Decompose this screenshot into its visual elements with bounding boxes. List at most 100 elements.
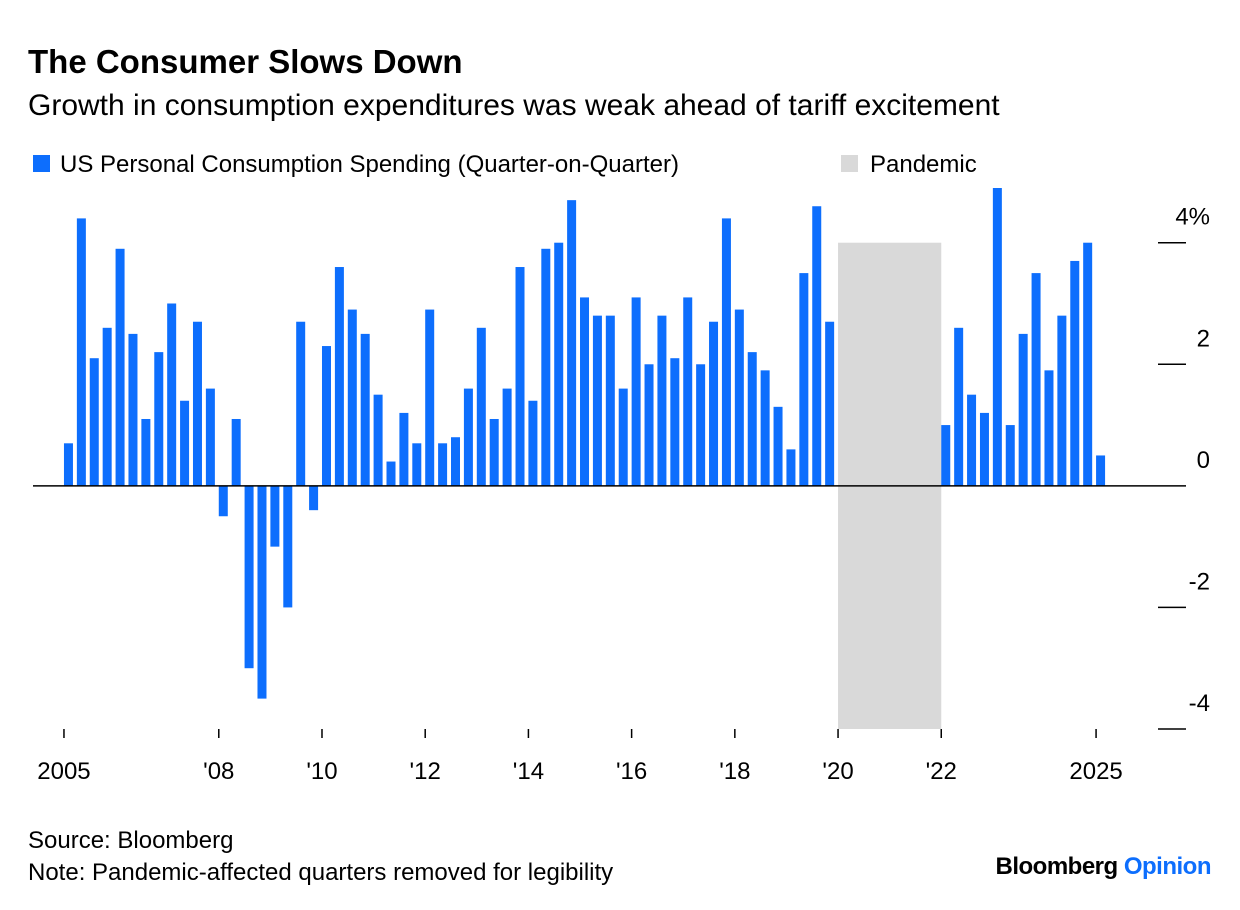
bar xyxy=(115,248,125,486)
bar xyxy=(657,315,667,486)
bar xyxy=(812,206,822,486)
bar xyxy=(696,364,706,486)
bar xyxy=(502,388,512,486)
bar xyxy=(528,400,538,486)
bar xyxy=(541,248,551,486)
bar xyxy=(167,303,177,486)
y-tick-label: -2 xyxy=(1189,568,1210,595)
bar xyxy=(463,388,473,486)
bar xyxy=(257,485,267,699)
bar xyxy=(489,418,499,486)
bar xyxy=(321,346,331,486)
bar xyxy=(825,321,835,486)
x-tick-label: '14 xyxy=(513,758,544,785)
x-tick-label: '20 xyxy=(822,758,853,785)
bar xyxy=(218,485,228,517)
bar xyxy=(1044,370,1054,486)
chart-title: The Consumer Slows Down xyxy=(28,43,463,80)
x-tick-label: '12 xyxy=(410,758,441,785)
y-tick-label: -4 xyxy=(1189,690,1210,717)
bar xyxy=(1031,273,1041,486)
x-tick-label: '16 xyxy=(616,758,647,785)
bar xyxy=(154,352,164,486)
bar xyxy=(180,400,190,486)
legend-label: Pandemic xyxy=(870,151,977,178)
bar xyxy=(992,188,1002,486)
bar xyxy=(799,273,809,486)
bar xyxy=(554,242,564,486)
legend-label: US Personal Consumption Spending (Quarte… xyxy=(60,151,679,178)
bar xyxy=(1070,260,1080,486)
bar xyxy=(76,218,86,486)
y-tick-label: 0 xyxy=(1197,447,1210,474)
brand-logo: Bloomberg Opinion xyxy=(996,853,1212,880)
bar xyxy=(309,485,319,511)
bar xyxy=(347,309,357,486)
bar xyxy=(205,388,215,486)
bar xyxy=(618,388,628,486)
x-tick-label: '18 xyxy=(719,758,750,785)
bar xyxy=(102,327,112,486)
bar xyxy=(231,418,241,486)
bar xyxy=(786,449,796,486)
bar xyxy=(979,412,989,486)
bar xyxy=(1083,242,1093,486)
bar xyxy=(721,218,731,486)
legend-swatch xyxy=(841,155,858,172)
note: Note: Pandemic-affected quarters removed… xyxy=(28,859,613,886)
bar xyxy=(683,297,693,486)
bar xyxy=(296,321,306,486)
x-tick-label: 2025 xyxy=(1069,758,1122,785)
bar xyxy=(438,443,448,486)
bar xyxy=(515,267,525,486)
bar xyxy=(954,327,964,486)
x-tick-label: '08 xyxy=(203,758,234,785)
x-tick-label: '22 xyxy=(926,758,957,785)
bar xyxy=(967,394,977,486)
bar xyxy=(128,333,138,486)
bar xyxy=(399,412,409,486)
bar xyxy=(644,364,654,486)
chart-subtitle: Growth in consumption expenditures was w… xyxy=(28,89,1000,122)
bar xyxy=(386,461,396,486)
bar xyxy=(412,443,422,486)
bar xyxy=(244,485,254,669)
bar xyxy=(1018,333,1028,486)
bar xyxy=(734,309,744,486)
y-tick-label: 4% xyxy=(1175,204,1210,231)
bar xyxy=(631,297,641,486)
bar xyxy=(141,418,151,486)
source: Source: Bloomberg xyxy=(28,827,233,854)
brand-sub: Opinion xyxy=(1124,853,1211,880)
bar xyxy=(709,321,719,486)
x-tick-label: '10 xyxy=(306,758,337,785)
y-tick-label: 2 xyxy=(1197,325,1210,352)
bar xyxy=(283,485,293,608)
bar xyxy=(580,297,590,486)
bar xyxy=(192,321,202,486)
bar xyxy=(334,267,344,486)
bar xyxy=(760,370,770,486)
legend-swatch xyxy=(33,155,50,172)
bar xyxy=(373,394,383,486)
bar xyxy=(63,443,73,486)
bar xyxy=(451,437,461,486)
bar xyxy=(89,358,99,486)
bar xyxy=(941,425,951,486)
brand: Bloomberg xyxy=(996,853,1118,880)
bar xyxy=(1096,455,1106,486)
bar xyxy=(592,315,602,486)
bar xyxy=(1057,315,1067,486)
bar xyxy=(670,358,680,486)
bar xyxy=(605,315,615,486)
bar xyxy=(1005,425,1015,486)
bar xyxy=(360,333,370,486)
bar xyxy=(567,200,577,486)
bar xyxy=(747,352,757,486)
x-tick-label: 2005 xyxy=(37,758,90,785)
bar xyxy=(476,327,486,486)
bar xyxy=(270,485,280,547)
bar xyxy=(425,309,435,486)
bar xyxy=(773,406,783,486)
